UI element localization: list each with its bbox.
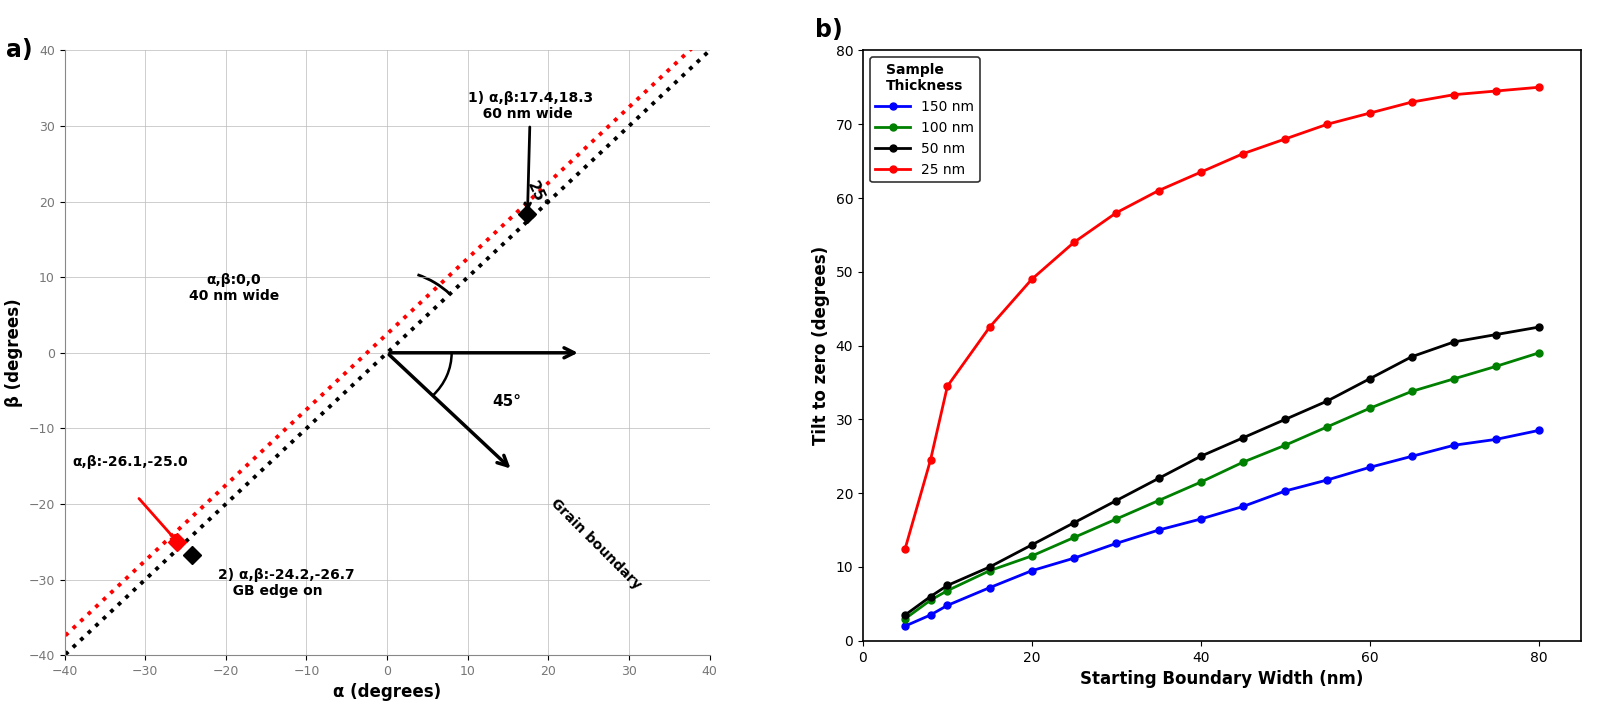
25 nm [1529, 83, 1548, 91]
Line: 100 nm: 100 nm [902, 349, 1542, 622]
150 nm [1402, 452, 1421, 461]
50 nm [1276, 415, 1295, 423]
25 nm [1065, 238, 1084, 247]
100 nm [937, 586, 957, 595]
25 nm [1190, 168, 1210, 176]
150 nm [1234, 502, 1253, 510]
Line: 25 nm: 25 nm [902, 84, 1542, 552]
Y-axis label: β (degrees): β (degrees) [5, 299, 23, 407]
100 nm [1402, 387, 1421, 396]
25 nm [1107, 209, 1126, 217]
100 nm [1487, 362, 1507, 371]
100 nm [1276, 441, 1295, 449]
Text: a): a) [6, 38, 34, 63]
150 nm [1529, 426, 1548, 435]
50 nm [981, 563, 1000, 572]
150 nm [1276, 487, 1295, 495]
Text: 1) α,β:17.4,18.3
   60 nm wide: 1) α,β:17.4,18.3 60 nm wide [468, 91, 594, 209]
150 nm [895, 621, 915, 631]
50 nm [1360, 374, 1379, 383]
Text: 25°: 25° [524, 179, 550, 212]
25 nm [1360, 109, 1379, 117]
25 nm [1402, 98, 1421, 107]
25 nm [981, 323, 1000, 331]
100 nm [895, 614, 915, 623]
X-axis label: Starting Boundary Width (nm): Starting Boundary Width (nm) [1081, 670, 1363, 688]
25 nm [937, 382, 957, 390]
150 nm [1487, 435, 1507, 444]
150 nm [981, 583, 1000, 592]
50 nm [921, 592, 940, 600]
100 nm [1529, 348, 1548, 357]
50 nm [1148, 474, 1168, 482]
100 nm [1234, 458, 1253, 467]
Text: α,β:0,0
40 nm wide: α,β:0,0 40 nm wide [189, 273, 279, 303]
150 nm [1318, 476, 1337, 485]
25 nm [1318, 120, 1337, 128]
100 nm [1107, 515, 1126, 523]
50 nm [937, 581, 957, 590]
100 nm [921, 596, 940, 605]
50 nm [1065, 518, 1084, 527]
X-axis label: α (degrees): α (degrees) [332, 683, 442, 701]
50 nm [1190, 452, 1210, 461]
Line: 50 nm: 50 nm [902, 324, 1542, 618]
150 nm [1360, 463, 1379, 472]
25 nm [921, 456, 940, 464]
100 nm [1065, 533, 1084, 541]
150 nm [1148, 526, 1168, 534]
Text: 2) α,β:-24.2,-26.7
   GB edge on: 2) α,β:-24.2,-26.7 GB edge on [218, 567, 355, 598]
Y-axis label: Tilt to zero (degrees): Tilt to zero (degrees) [811, 246, 831, 445]
100 nm [1190, 478, 1210, 487]
50 nm [1444, 338, 1463, 346]
150 nm [1065, 554, 1084, 562]
150 nm [1107, 539, 1126, 548]
100 nm [1318, 423, 1337, 431]
100 nm [1023, 552, 1042, 560]
50 nm [1023, 541, 1042, 549]
50 nm [895, 611, 915, 619]
25 nm [895, 544, 915, 553]
100 nm [1360, 404, 1379, 413]
150 nm [1023, 567, 1042, 575]
50 nm [1318, 397, 1337, 405]
25 nm [1023, 275, 1042, 284]
Text: Grain boundary: Grain boundary [548, 497, 644, 593]
50 nm [1529, 323, 1548, 331]
150 nm [1190, 515, 1210, 523]
150 nm [937, 601, 957, 610]
100 nm [1444, 374, 1463, 383]
Text: 45°: 45° [492, 394, 521, 409]
Legend: 150 nm, 100 nm, 50 nm, 25 nm: 150 nm, 100 nm, 50 nm, 25 nm [869, 58, 979, 182]
100 nm [981, 567, 1000, 575]
50 nm [1402, 352, 1421, 361]
50 nm [1107, 496, 1126, 505]
25 nm [1234, 150, 1253, 158]
25 nm [1487, 86, 1507, 95]
Line: 150 nm: 150 nm [902, 427, 1542, 629]
Text: α,β:-26.1,-25.0: α,β:-26.1,-25.0 [73, 455, 189, 469]
100 nm [1148, 496, 1168, 505]
25 nm [1276, 135, 1295, 143]
Text: b): b) [815, 18, 842, 42]
150 nm [921, 611, 940, 619]
50 nm [1487, 330, 1507, 339]
50 nm [1234, 433, 1253, 442]
25 nm [1148, 186, 1168, 195]
150 nm [1444, 441, 1463, 449]
25 nm [1444, 91, 1463, 99]
